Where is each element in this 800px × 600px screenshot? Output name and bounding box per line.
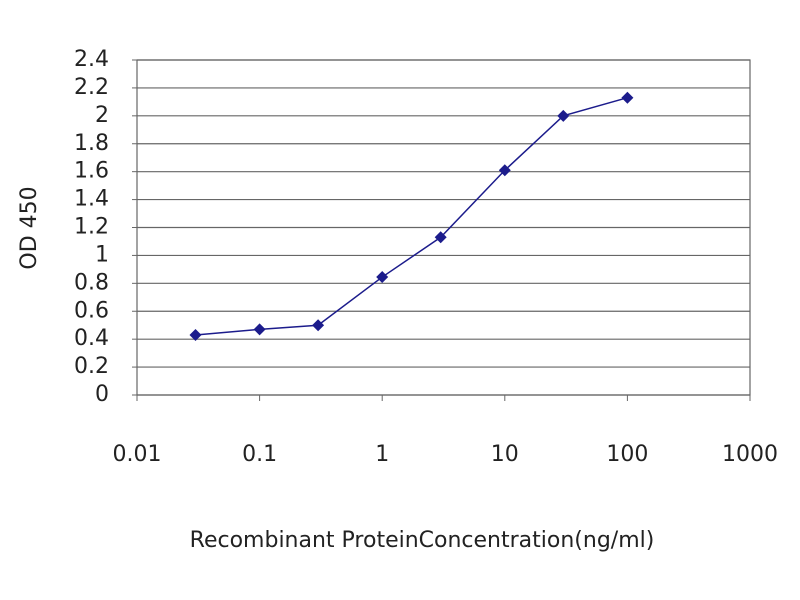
- data-point: [189, 328, 202, 341]
- data-line: [195, 96, 628, 336]
- data-point: [557, 109, 570, 122]
- y-tick-label: 0.6: [74, 298, 109, 323]
- data-point: [621, 91, 634, 104]
- y-tick-label: 0: [95, 382, 109, 407]
- y-tick-label: 2: [95, 103, 109, 128]
- data-point: [498, 164, 511, 177]
- y-tick-label: 0.8: [74, 270, 109, 295]
- x-tick-label: 1000: [722, 442, 778, 467]
- x-tick-label: 0.1: [242, 442, 277, 467]
- x-tick-label: 100: [606, 442, 648, 467]
- data-point: [312, 319, 325, 332]
- x-tick-label: 10: [491, 442, 519, 467]
- y-tick-label: 1.6: [74, 159, 109, 184]
- x-axis-label: Recombinant ProteinConcentration(ng/ml): [190, 528, 655, 553]
- y-tick-label: 2.2: [74, 75, 109, 100]
- x-tick-label: 0.01: [113, 442, 162, 467]
- data-point: [434, 231, 447, 244]
- y-tick-label: 1.2: [74, 215, 109, 240]
- y-tick-label: 1.4: [74, 187, 109, 212]
- y-tick-label: 0.4: [74, 326, 109, 351]
- y-tick-label: 1: [95, 242, 109, 267]
- data-point: [376, 271, 389, 284]
- y-tick-label: 0.2: [74, 354, 109, 379]
- data-point: [253, 323, 266, 336]
- y-tick-label: 2.4: [74, 47, 109, 72]
- x-tick-label: 1: [375, 442, 389, 467]
- y-axis-label: OD 450: [17, 186, 42, 269]
- y-tick-label: 1.8: [74, 131, 109, 156]
